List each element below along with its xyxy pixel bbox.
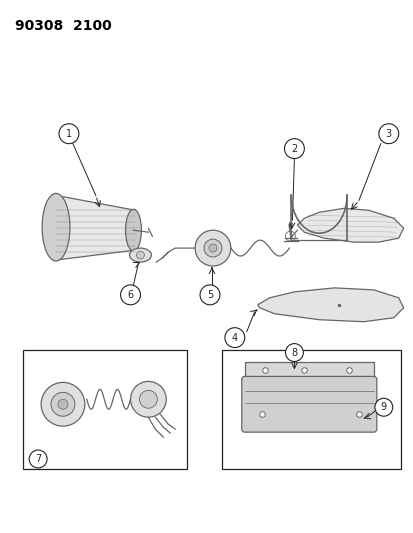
Circle shape bbox=[209, 244, 216, 252]
FancyBboxPatch shape bbox=[241, 376, 376, 432]
FancyBboxPatch shape bbox=[244, 361, 373, 379]
Text: 6: 6 bbox=[127, 290, 133, 300]
Circle shape bbox=[120, 285, 140, 305]
Ellipse shape bbox=[129, 248, 151, 262]
Polygon shape bbox=[56, 196, 135, 260]
Ellipse shape bbox=[42, 193, 70, 261]
Ellipse shape bbox=[125, 209, 141, 251]
Circle shape bbox=[195, 230, 230, 266]
Circle shape bbox=[130, 382, 166, 417]
Text: 1: 1 bbox=[66, 128, 72, 139]
Text: 2: 2 bbox=[291, 143, 297, 154]
Circle shape bbox=[284, 139, 304, 158]
Circle shape bbox=[224, 328, 244, 348]
FancyBboxPatch shape bbox=[23, 350, 187, 469]
Circle shape bbox=[285, 344, 303, 361]
Polygon shape bbox=[297, 208, 403, 242]
Text: 7: 7 bbox=[35, 454, 41, 464]
Circle shape bbox=[199, 285, 219, 305]
Circle shape bbox=[204, 239, 221, 257]
Circle shape bbox=[41, 382, 85, 426]
Circle shape bbox=[51, 392, 75, 416]
Text: 3: 3 bbox=[385, 128, 391, 139]
Text: 9: 9 bbox=[380, 402, 386, 412]
Polygon shape bbox=[257, 288, 403, 322]
Circle shape bbox=[139, 390, 157, 408]
Circle shape bbox=[378, 124, 398, 144]
FancyBboxPatch shape bbox=[221, 350, 400, 469]
Circle shape bbox=[374, 398, 392, 416]
Circle shape bbox=[58, 399, 68, 409]
Text: 90308  2100: 90308 2100 bbox=[15, 19, 112, 33]
Circle shape bbox=[59, 124, 78, 144]
Text: 8: 8 bbox=[291, 348, 297, 358]
Circle shape bbox=[136, 251, 144, 259]
Text: 4: 4 bbox=[231, 333, 237, 343]
Circle shape bbox=[29, 450, 47, 468]
Text: 5: 5 bbox=[206, 290, 213, 300]
